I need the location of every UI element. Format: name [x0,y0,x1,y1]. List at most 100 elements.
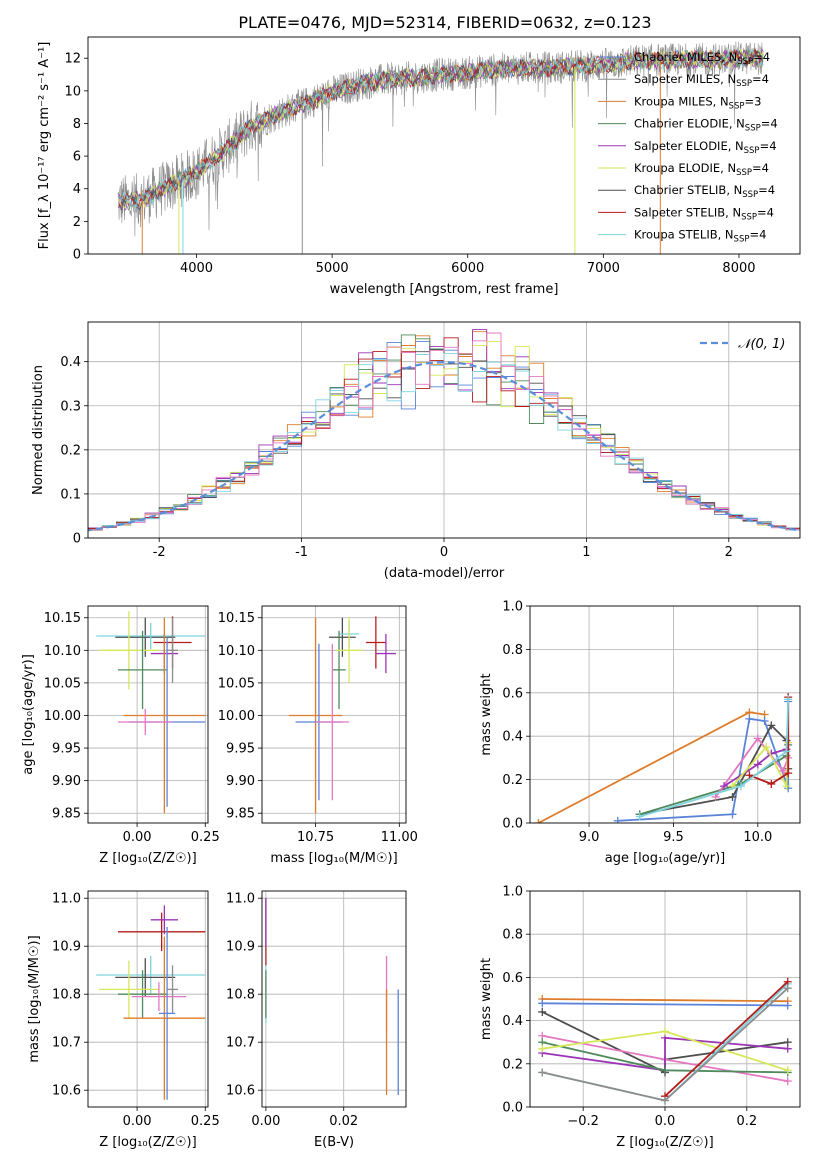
weight-point-marker [720,782,729,791]
y-tick-label: 9.95 [52,742,81,757]
legend-label-text: Salpeter ELODIE, N [634,139,744,153]
legend-label-subscript: SSP [729,101,745,111]
x-tick-label: 5000 [316,261,349,276]
weight-point-marker [534,819,543,823]
x-tick-label: 11.00 [381,830,418,845]
legend-label-text: Salpeter STELIB, N [634,205,741,219]
weight-point-marker [767,721,776,730]
legend-label-suffix: =4 [757,205,774,219]
legend-label-subscript: SSP [742,190,758,200]
legend-label: 𝒩(0, 1) [738,337,785,352]
y-tick-label: 10.15 [44,611,81,626]
x-tick-label: 9.5 [663,830,684,845]
y-tick-label: 4 [73,182,81,197]
legend-label-text: Kroupa MILES, N [634,94,729,108]
y-axis-label: Normed distribution [31,365,46,495]
x-tick-label: 6000 [451,261,484,276]
x-tick-label: 10.0 [743,830,772,845]
weight-series-line [749,697,790,785]
y-tick-label: 0.0 [502,1101,523,1116]
y-tick-label: 0.4 [502,1014,523,1029]
legend-label-text: Kroupa STELIB, N [634,228,734,242]
weight-series-line [542,998,788,1003]
y-tick-label: 10.10 [44,644,81,659]
weight-point-marker [745,714,754,723]
y-tick-label: 10 [64,84,81,99]
axes-frame [529,890,801,1108]
model-spectrum-line [118,48,764,210]
legend-label: Chabrier ELODIE, NSSP=4 [634,117,778,134]
x-tick-label: 0.25 [191,830,220,845]
y-tick-label: 0.1 [60,487,81,502]
weight-point-marker [782,747,791,756]
legend-label: Kroupa STELIB, NSSP=4 [634,228,766,245]
legend-label-subscript: SSP [737,57,753,67]
legend-label-suffix: =4 [761,117,778,131]
x-tick-label: 0.00 [251,1114,280,1129]
weight-point-marker [635,812,644,821]
legend-label-subscript: SSP [744,146,760,156]
y-tick-label: 0.3 [60,399,81,414]
legend-label-text: Kroupa ELODIE, N [634,161,736,175]
legend-label-text: Chabrier ELODIE, N [634,117,745,131]
y-tick-label: 0.8 [502,643,523,658]
legend-label-text: Salpeter MILES, N [634,72,736,86]
y-tick-label: 9.90 [52,774,81,789]
axes-frame [87,36,801,255]
x-tick-label: −0.2 [567,1114,599,1129]
panel-residuals: -2 -1 0 1 2 0 0.1 0.2 0.3 0.4 (data-model)/error No… [31,321,801,581]
y-tick-label: 0.8 [502,928,523,943]
x-tick-label: 0.2 [736,1114,757,1129]
y-tick-label: 12 [64,52,81,67]
weight-point-marker [767,779,776,788]
y-tick-label: 10.15 [218,611,255,626]
legend-label: Chabrier STELIB, NSSP=4 [634,183,775,200]
x-axis-label: mass [log₁₀(M/M☉)] [270,851,397,866]
weight-point-marker [783,1001,792,1010]
axes-frame [261,890,407,1108]
weight-series-line [542,1002,788,1007]
weight-point-marker [779,766,788,775]
x-axis-label: age [log₁₀(age/yr)] [605,851,726,866]
weight-point-marker [782,782,791,791]
y-tick-label: 10.6 [52,1084,81,1099]
weight-point-marker [753,760,762,769]
plot-area [88,322,800,538]
legend-label: Kroupa MILES, NSSP=3 [634,94,761,111]
y-tick-label: 11.0 [226,892,255,907]
weight-point-marker [661,1096,669,1105]
legend-label-suffix: =4 [752,72,769,86]
plot-area [530,891,800,1107]
x-tick-label: 0.0 [655,1114,676,1129]
x-tick-label: 0.02 [329,1114,358,1129]
y-tick-label: 10.8 [52,988,81,1003]
axes-frame [261,605,407,824]
weight-point-marker [783,1077,792,1086]
panel-age-vs-mass: 10.75 11.00 9.85 9.90 9.95 10.00 10.05 10.10 10.… [218,605,418,866]
y-tick-label: 1.0 [502,600,523,615]
panel-weights-vs-age: 9.0 9.5 10.0 0.0 0.2 0.4 0.6 0.8 1.0 age [log₁₀(a… [479,600,801,866]
x-tick-label: 9.0 [579,830,600,845]
y-tick-label: 9.90 [226,774,255,789]
legend-label-subscript: SSP [741,212,757,222]
axes-frame [529,605,801,824]
y-tick-label: 2 [73,215,81,230]
legend-label-subscript: SSP [745,124,761,134]
weight-point-marker [736,782,745,791]
y-tick-label: 10.6 [226,1084,255,1099]
x-tick-label: 2 [725,545,733,560]
weight-point-marker [661,1027,669,1036]
weight-point-marker [538,1044,547,1053]
weight-point-marker [613,816,622,823]
x-tick-label: 0.25 [191,1114,220,1129]
panel-mass-vs-Z: 0.00 0.25 10.6 10.7 10.8 10.9 11.0 Z [log₁₀(Z/Z… [27,890,220,1150]
legend-label-suffix: =4 [752,161,769,175]
plot-area [262,891,406,1107]
weight-point-marker [745,771,754,780]
y-axis-label: Flux [f_λ 10⁻¹⁷ erg cm⁻² s⁻¹ A⁻¹] [37,42,52,250]
legend-label-subscript: SSP [736,79,752,89]
y-tick-label: 10.05 [44,676,81,691]
y-tick-label: 9.95 [226,742,255,757]
y-axis-label: mass weight [479,958,494,1040]
weight-series-line [639,723,790,816]
